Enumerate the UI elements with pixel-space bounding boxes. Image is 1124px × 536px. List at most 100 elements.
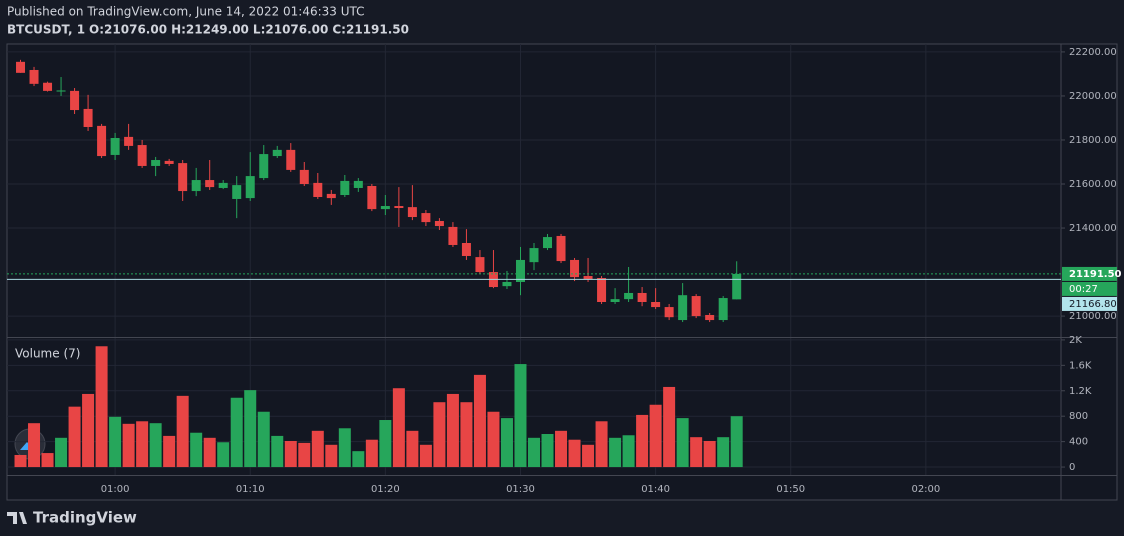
volume-bar <box>352 451 365 468</box>
volume-bar <box>406 430 419 468</box>
volume-bar <box>528 437 540 468</box>
candle-body <box>664 307 674 318</box>
ohlc-label: C:21191.50 <box>332 23 409 37</box>
y-tick-label: 21600.00 <box>1069 179 1117 190</box>
candle-body <box>651 301 661 308</box>
volume-bar <box>514 364 527 468</box>
candle-body <box>637 292 647 302</box>
volume-bar <box>730 416 743 468</box>
candle-body <box>529 248 539 263</box>
volume-bar <box>582 444 595 468</box>
volume-bar <box>636 414 649 468</box>
volume-tick-label: 1.6K <box>1069 360 1092 371</box>
volume-bar <box>446 393 459 468</box>
volume-bar <box>487 411 500 468</box>
y-tick-label: 22200.00 <box>1069 47 1117 58</box>
volume-bar <box>676 418 689 468</box>
candle-body <box>407 207 417 218</box>
volume-bar <box>244 390 257 468</box>
volume-bar <box>311 430 324 468</box>
brand-name: TradingView <box>33 509 137 527</box>
volume-bar <box>14 454 27 468</box>
volume-bar <box>568 439 581 468</box>
volume-bar <box>122 423 135 468</box>
volume-bar <box>149 423 162 468</box>
y-tick-label: 21000.00 <box>1069 311 1117 322</box>
volume-bar <box>392 388 405 468</box>
candle-body <box>421 213 431 223</box>
volume-bar <box>649 404 662 468</box>
x-tick-label: 01:50 <box>776 484 805 495</box>
candle-body <box>313 182 323 197</box>
candle-body <box>259 154 269 179</box>
volume-bar <box>338 428 351 468</box>
volume-bar <box>217 442 230 468</box>
volume-tick-label: 400 <box>1069 437 1088 448</box>
candle-body <box>461 243 471 256</box>
candle-body <box>16 61 26 73</box>
volume-tick-label: 2K <box>1069 335 1082 346</box>
symbol: BTCUSDT, 1 <box>7 23 85 37</box>
volume-bar <box>717 437 730 468</box>
x-tick-label: 01:00 <box>101 484 130 495</box>
candle-body <box>326 193 336 199</box>
candle-body <box>394 206 404 209</box>
volume-bar <box>379 420 392 468</box>
volume-bar <box>622 435 635 468</box>
last-price-label: 21191.50 <box>1069 269 1122 280</box>
candle-body <box>124 136 134 146</box>
candle-body <box>110 137 120 155</box>
crosshair-label: 21166.80 <box>1069 299 1117 310</box>
volume-bar <box>176 395 189 468</box>
x-tick-label: 02:00 <box>911 484 940 495</box>
candle-body <box>732 273 742 300</box>
volume-tick-label: 0 <box>1069 462 1075 473</box>
volume-tick-label: 800 <box>1069 411 1088 422</box>
candle-body <box>380 206 390 210</box>
candle-body <box>151 160 161 166</box>
candle-body <box>97 125 107 157</box>
candle-body <box>434 220 444 227</box>
volume-bar <box>325 444 338 468</box>
volume-title: Volume (7) <box>15 347 80 361</box>
candle-body <box>502 281 512 287</box>
volume-bar <box>230 397 243 468</box>
candle-body <box>556 235 566 262</box>
candle-body <box>678 295 688 321</box>
ohlc-label: H:21249.00 <box>171 23 249 37</box>
volume-bar <box>190 432 203 468</box>
volume-bar <box>28 423 41 468</box>
candle-body <box>286 149 296 170</box>
x-tick-label: 01:40 <box>641 484 670 495</box>
candle-body <box>718 298 728 321</box>
volume-bar <box>690 437 703 468</box>
ohlc-label: O:21076.00 <box>89 23 167 37</box>
volume-bar <box>460 402 473 468</box>
published-note: Published on TradingView.com, June 14, 2… <box>7 5 365 19</box>
candle-body <box>610 299 620 302</box>
volume-bar <box>365 439 378 468</box>
candle-body <box>178 163 188 192</box>
candle-body <box>543 237 553 249</box>
volume-bar <box>257 411 270 468</box>
ohlc-label: L:21076.00 <box>253 23 328 37</box>
candle-body <box>218 182 228 188</box>
volume-bar <box>163 435 176 468</box>
candle-body <box>583 276 593 280</box>
candle-body <box>705 314 715 321</box>
volume-bar <box>595 421 608 468</box>
y-tick-label: 21400.00 <box>1069 223 1117 234</box>
crosshair-box <box>1062 296 1117 311</box>
x-tick-label: 01:30 <box>506 484 535 495</box>
candle-body <box>56 90 66 92</box>
candle-body <box>272 149 282 157</box>
candle-body <box>232 185 242 199</box>
volume-bar <box>136 421 149 468</box>
chart-frame <box>6 43 1118 501</box>
volume-bar <box>473 374 486 468</box>
volume-bar <box>271 435 284 468</box>
volume-bar <box>663 386 676 468</box>
last-price-box <box>1062 266 1117 281</box>
candle-body <box>340 180 350 196</box>
